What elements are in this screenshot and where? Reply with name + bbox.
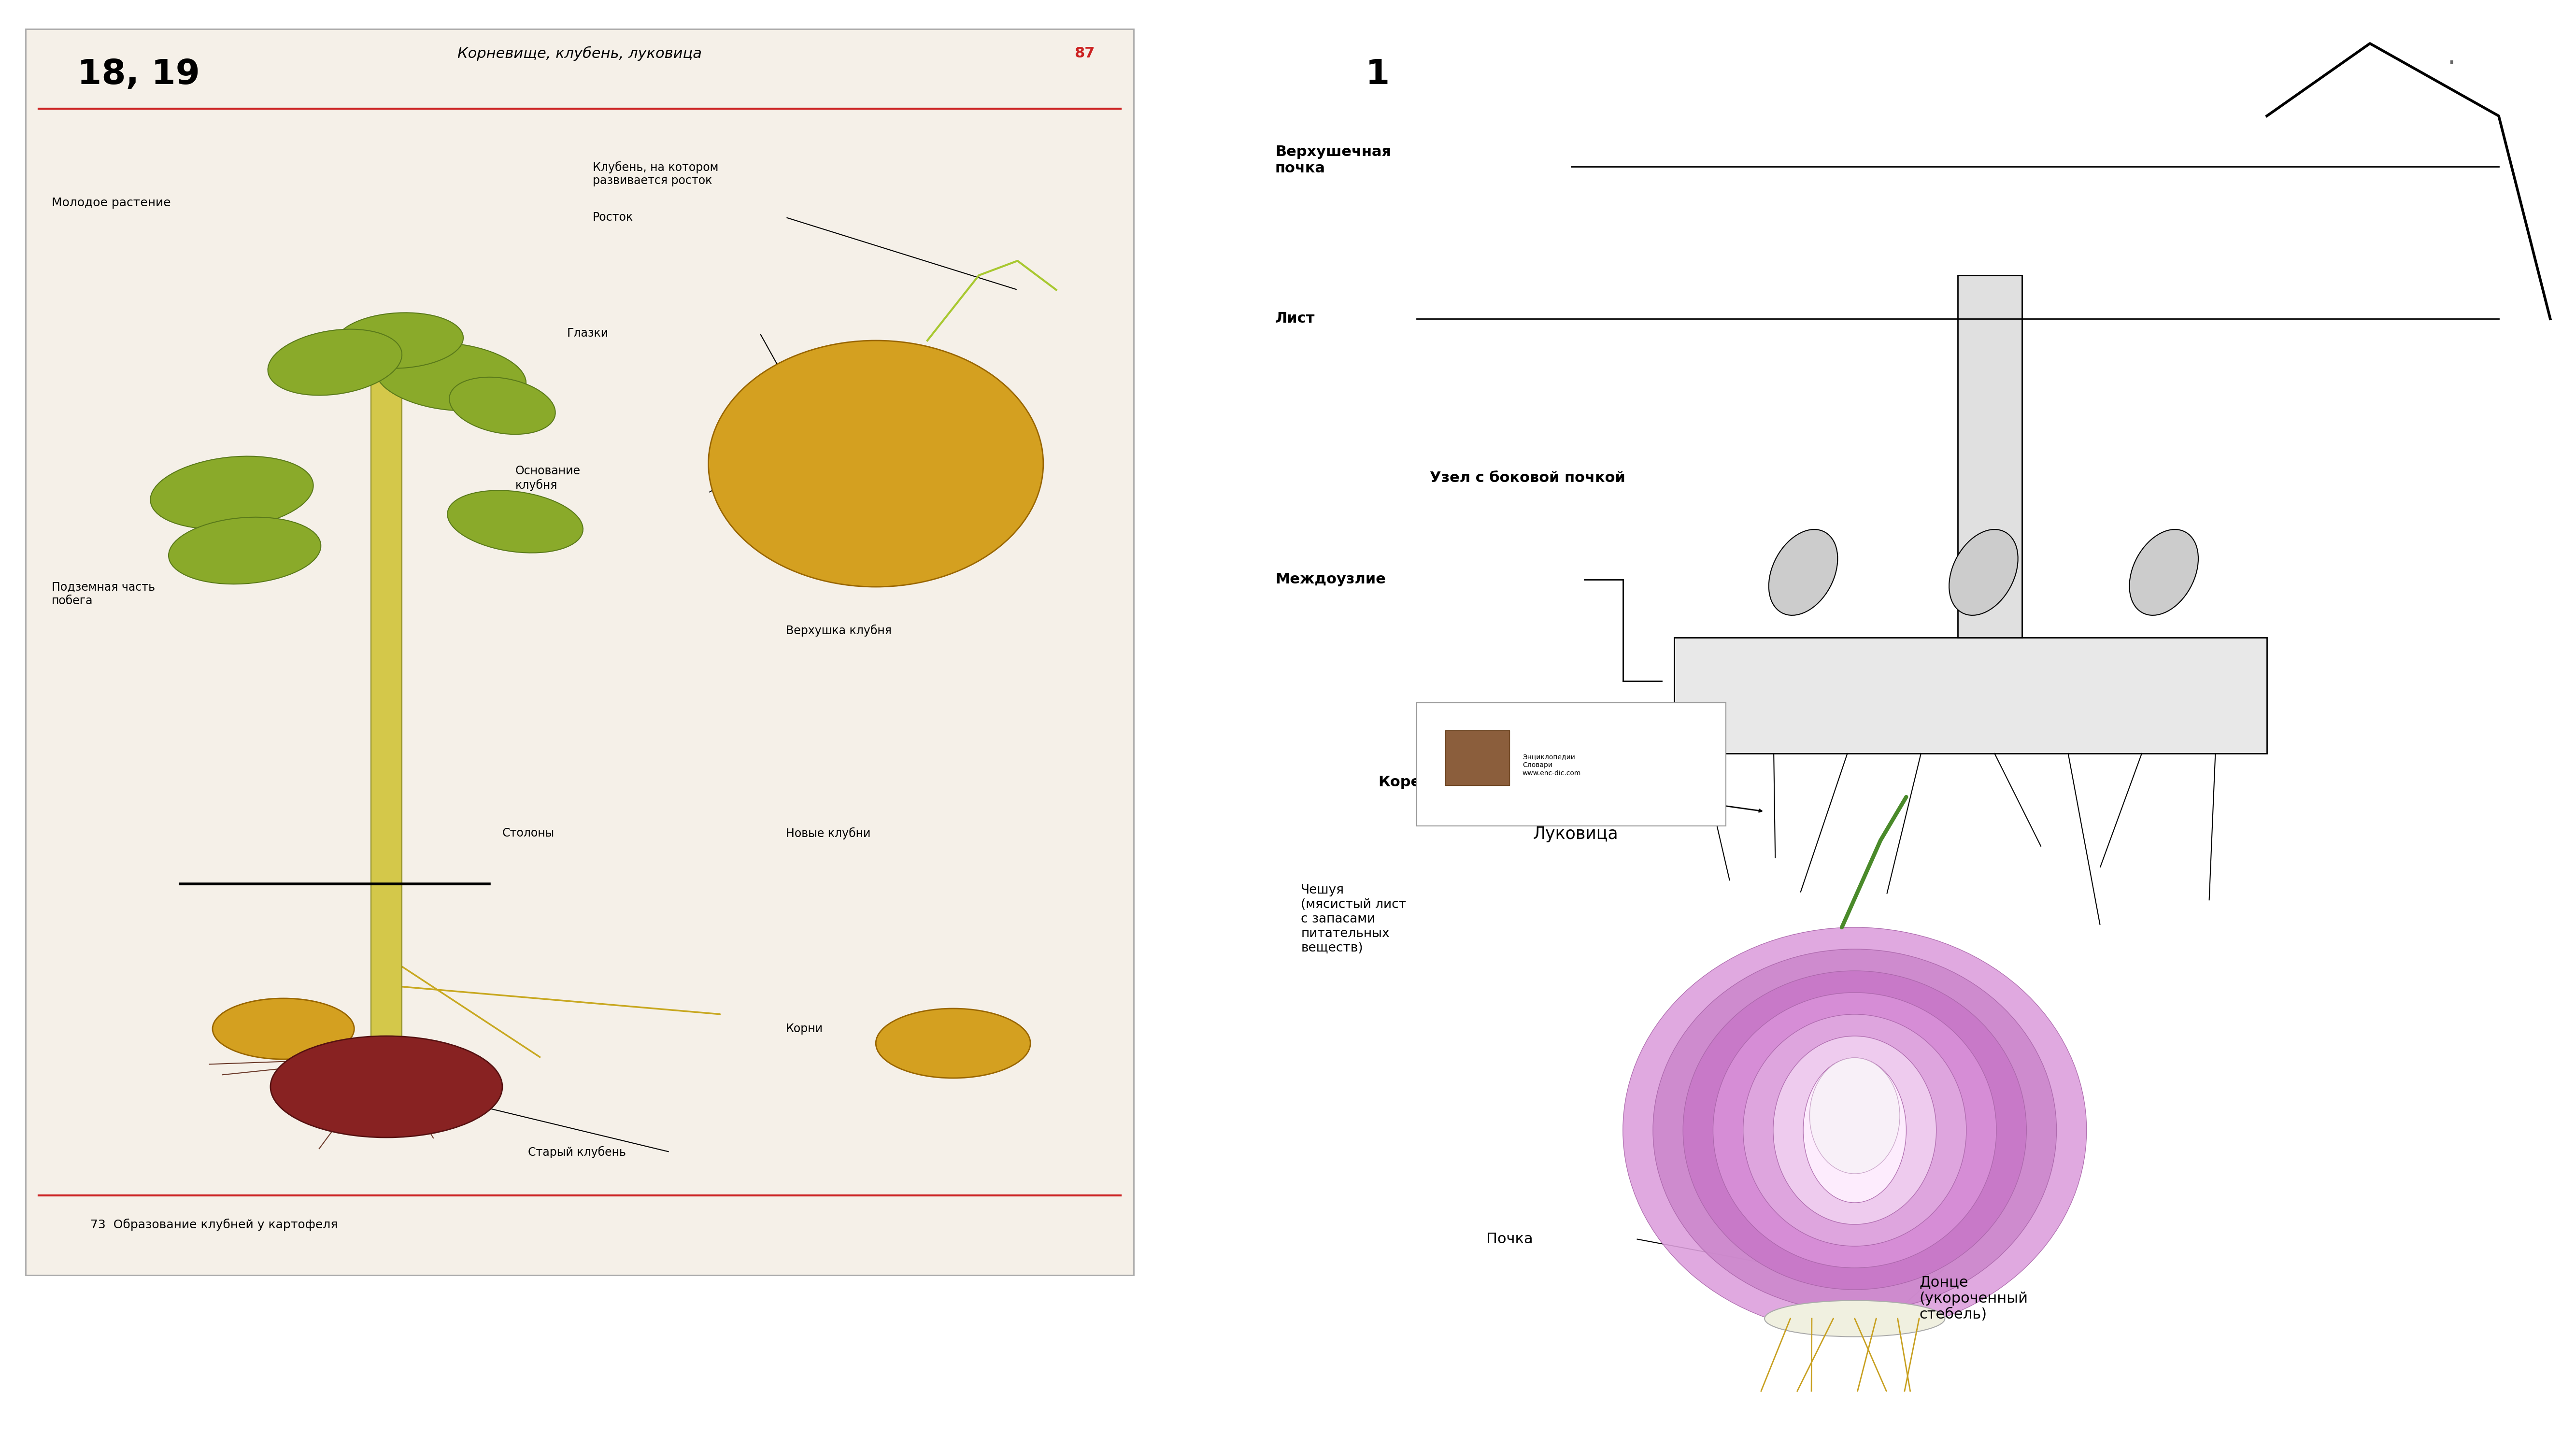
- Bar: [371, 348, 402, 1101]
- Text: Энциклопедии
Словари
www.enc-dic.com: Энциклопедии Словари www.enc-dic.com: [1522, 753, 1582, 777]
- Text: .: .: [2447, 43, 2455, 70]
- Text: 87: 87: [1074, 46, 1095, 61]
- Ellipse shape: [1950, 529, 2017, 616]
- Text: 73  Образование клубней у картофеля: 73 Образование клубней у картофеля: [90, 1219, 337, 1230]
- Text: Основание
клубня: Основание клубня: [515, 465, 580, 491]
- Ellipse shape: [1623, 927, 2087, 1333]
- Text: 1: 1: [1365, 58, 1388, 91]
- Ellipse shape: [335, 313, 464, 368]
- FancyBboxPatch shape: [1417, 703, 1726, 826]
- Ellipse shape: [1713, 993, 1996, 1268]
- Text: Старый клубень: Старый клубень: [528, 1146, 626, 1158]
- Ellipse shape: [1765, 1301, 1945, 1336]
- Bar: [1674, 638, 2267, 753]
- Ellipse shape: [149, 456, 314, 529]
- Ellipse shape: [448, 377, 556, 435]
- Text: 18, 19: 18, 19: [77, 58, 201, 91]
- Bar: [1958, 275, 2022, 638]
- Text: Верхушечная
почка: Верхушечная почка: [1275, 145, 1391, 175]
- Ellipse shape: [708, 341, 1043, 587]
- Ellipse shape: [1803, 1058, 1906, 1203]
- Ellipse shape: [268, 329, 402, 396]
- Text: Росток: Росток: [592, 212, 634, 223]
- Text: Молодое растение: Молодое растение: [52, 197, 170, 209]
- Ellipse shape: [214, 998, 355, 1059]
- Text: Корень: Корень: [1378, 775, 1440, 790]
- Text: Корневище, клубень, луковица: Корневище, клубень, луковица: [459, 46, 701, 61]
- Text: Подземная часть
побега: Подземная часть побега: [52, 581, 155, 607]
- Text: Верхушка клубня: Верхушка клубня: [786, 625, 891, 636]
- Ellipse shape: [376, 342, 526, 412]
- Ellipse shape: [2130, 529, 2197, 616]
- Text: Корни: Корни: [786, 1023, 822, 1035]
- Text: Столоны: Столоны: [502, 827, 554, 839]
- Ellipse shape: [876, 1009, 1030, 1078]
- Ellipse shape: [1808, 1058, 1899, 1174]
- Ellipse shape: [1682, 971, 2027, 1290]
- Text: Клубень, на котором
развивается росток: Клубень, на котором развивается росток: [592, 161, 719, 187]
- Text: Новые клубни: Новые клубни: [786, 827, 871, 839]
- Ellipse shape: [167, 517, 322, 584]
- Ellipse shape: [270, 1036, 502, 1137]
- Ellipse shape: [1770, 529, 1837, 616]
- Ellipse shape: [448, 490, 582, 554]
- Text: Луковица: Луковица: [1533, 826, 1618, 842]
- Text: Лист: Лист: [1275, 312, 1314, 326]
- FancyBboxPatch shape: [26, 29, 1133, 1275]
- Text: Глазки: Глазки: [567, 327, 608, 339]
- Ellipse shape: [1772, 1036, 1937, 1224]
- Text: Чешуя
(мясистый лист
с запасами
питательных
веществ): Чешуя (мясистый лист с запасами питатель…: [1301, 884, 1406, 955]
- Text: Донце
(укороченный
стебель): Донце (укороченный стебель): [1919, 1275, 2027, 1321]
- Text: Почка: Почка: [1486, 1232, 1533, 1246]
- Text: Междоузлие: Междоузлие: [1275, 572, 1386, 587]
- Ellipse shape: [1654, 949, 2056, 1311]
- Ellipse shape: [1744, 1014, 1965, 1246]
- Text: Узел с боковой почкой: Узел с боковой почкой: [1430, 471, 1625, 485]
- Bar: [1445, 730, 1510, 785]
